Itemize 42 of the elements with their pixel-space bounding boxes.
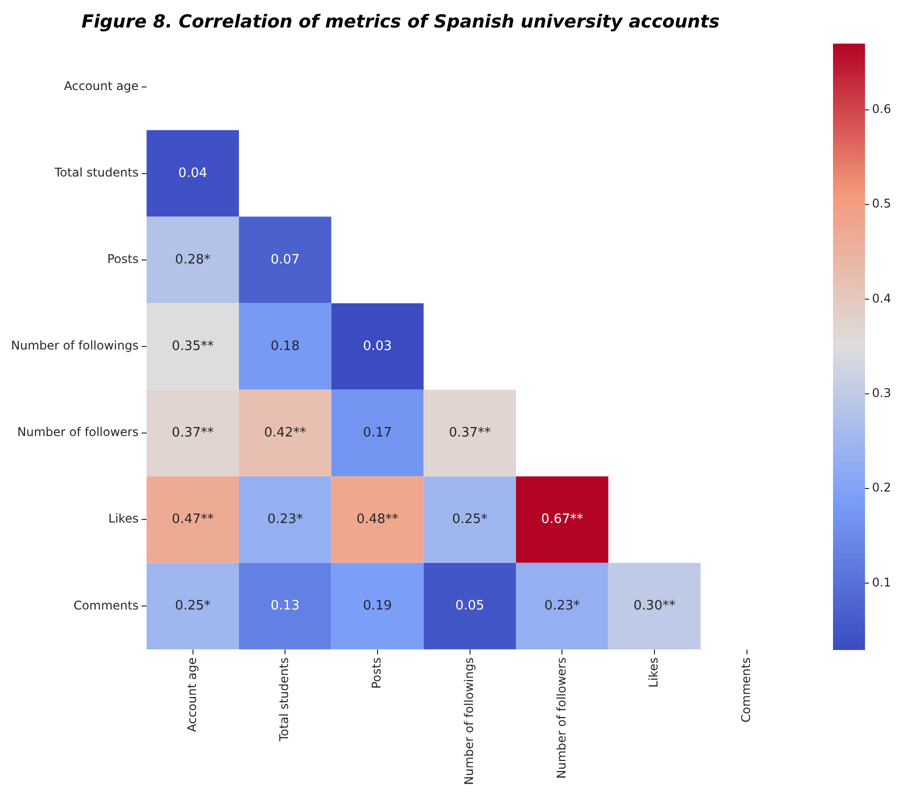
- data-label: 0.25*: [175, 598, 211, 614]
- y-tick-label: Number of followings: [10, 338, 139, 353]
- x-tick-label: Account age: [184, 657, 199, 732]
- data-label: 0.18: [270, 338, 300, 354]
- data-label: 0.17: [362, 425, 392, 440]
- data-label: 0.25*: [452, 512, 488, 527]
- data-label: 0.28*: [175, 252, 211, 268]
- data-label: 0.19: [362, 598, 392, 614]
- y-tick-label: Account age: [64, 78, 139, 93]
- x-tick-label: Likes: [646, 657, 661, 688]
- x-tick-label: Number of followers: [554, 657, 568, 779]
- data-label: 0.04: [178, 166, 208, 181]
- data-label: 0.67**: [541, 512, 584, 527]
- x-tick-label: Comments: [738, 657, 753, 722]
- data-label: 0.42**: [264, 425, 307, 440]
- data-label: 0.07: [270, 252, 300, 268]
- y-tick-label: Number of followers: [17, 425, 139, 440]
- data-label: 0.05: [455, 598, 484, 614]
- data-label: 0.23*: [267, 512, 304, 527]
- data-label: 0.30**: [634, 598, 676, 614]
- chart-title: Figure 8. Correlation of metrics of Spanish university accounts: [81, 11, 720, 32]
- color-bar-label: 0.5: [872, 196, 892, 211]
- x-tick-label: Number of followings: [462, 657, 476, 786]
- color-bar-label: 0.3: [872, 386, 892, 400]
- data-label: 0.47**: [172, 512, 214, 527]
- data-label: 0.37**: [448, 425, 492, 440]
- data-label: 0.37**: [172, 425, 214, 440]
- color-bar-label: 0.4: [872, 291, 892, 306]
- data-label: 0.13: [270, 598, 300, 614]
- x-tick-label: Posts: [370, 657, 384, 689]
- color-bar-label: 0.2: [872, 480, 892, 495]
- x-tick-label: Total students: [277, 657, 292, 742]
- y-tick-label: Comments: [74, 598, 139, 612]
- y-tick-label: Likes: [108, 512, 139, 526]
- color-bar-label: 0.6: [872, 102, 892, 116]
- data-label: 0.03: [362, 338, 392, 354]
- y-tick-label: Posts: [107, 252, 139, 266]
- data-label: 0.48**: [356, 512, 399, 527]
- data-label: 0.35**: [172, 338, 214, 354]
- y-tick-label: Total students: [54, 166, 139, 180]
- color-bar-label: 0.1: [872, 575, 892, 590]
- data-label: 0.23*: [544, 598, 580, 614]
